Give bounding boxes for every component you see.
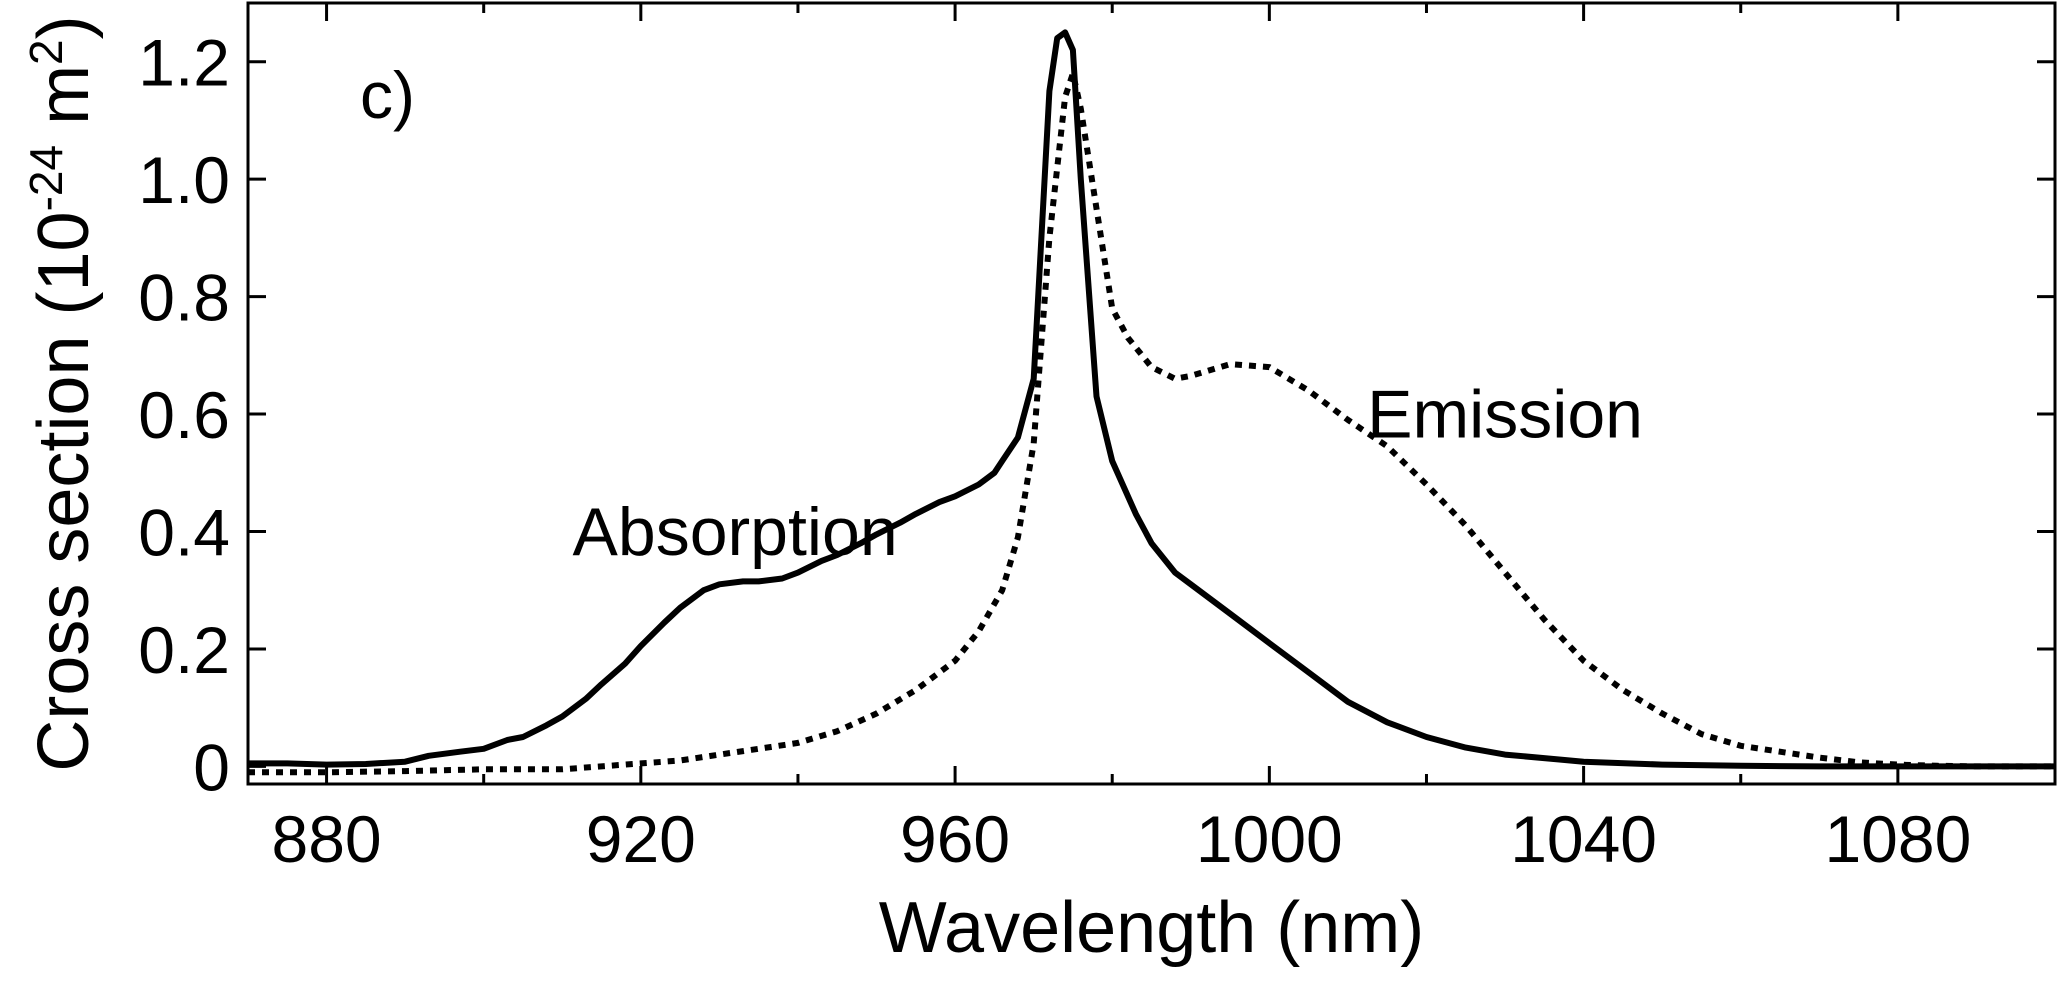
series-group [248, 29, 2055, 776]
x-tick-label: 1040 [1510, 802, 1657, 876]
y-axis-label-exponent: -24 [20, 145, 72, 211]
y-tick-label: 1.2 [138, 26, 230, 100]
y-tick-label: 1.0 [138, 143, 230, 217]
y-tick-label: 0.4 [138, 495, 230, 569]
series-line-emission [248, 70, 2055, 776]
y-axis-label-prefix: Cross section (10 [24, 211, 104, 771]
axis-ticks: 880 920 960 1000 1040 1080 0 0.2 0.4 0.6 0.8 1.0 1.2 [138, 3, 2057, 876]
x-tick-label: 1000 [1196, 802, 1343, 876]
y-axis-label: Cross section (10-24 m2) [20, 15, 104, 771]
y-tick-label: 0.8 [138, 261, 230, 335]
x-tick-label: 1080 [1824, 802, 1971, 876]
y-tick-label: 0.6 [138, 378, 230, 452]
x-axis-label: Wavelength (nm) [879, 888, 1425, 968]
y-tick-label: 0 [193, 730, 230, 804]
series-line-absorption [248, 29, 2055, 770]
annotation-absorption: Absorption [573, 494, 898, 570]
x-tick-label: 920 [586, 802, 696, 876]
y-tick-label: 0.2 [138, 613, 230, 687]
plot-frame [246, 1, 2057, 786]
panel-label: c) [360, 58, 415, 132]
annotation-emission: Emission [1367, 377, 1643, 453]
x-tick-label: 880 [272, 802, 382, 876]
y-axis-label-unit: m [24, 65, 104, 145]
x-tick-label: 960 [900, 802, 1010, 876]
y-axis-label-suffix: ) [24, 15, 104, 39]
y-axis-label-unit-exponent: 2 [20, 39, 72, 65]
